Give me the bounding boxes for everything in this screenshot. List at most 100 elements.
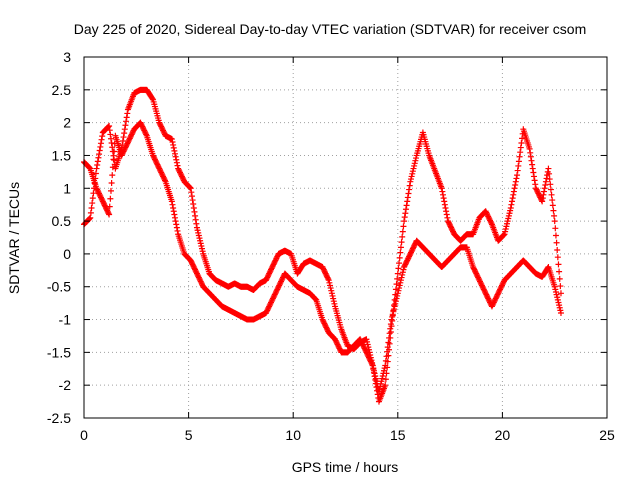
data-point	[401, 218, 408, 225]
data-point	[393, 281, 400, 288]
plot-frame	[83, 56, 608, 419]
chart-title: Day 225 of 2020, Sidereal Day-to-day VTE…	[74, 21, 587, 37]
data-point	[377, 383, 384, 390]
data-point	[157, 168, 164, 175]
data-point	[90, 190, 97, 197]
data-point	[449, 227, 456, 234]
data-point	[95, 154, 102, 161]
data-point	[368, 359, 375, 366]
data-point	[161, 176, 168, 183]
data-point	[411, 162, 418, 169]
data-point	[482, 290, 489, 297]
data-point	[179, 174, 186, 181]
data-point	[365, 354, 372, 361]
y-tick-labels: -2.5 -2 -1.5 -1 -0.5 0 0.5 1 1.5 2 2.5 3	[47, 49, 71, 426]
data-point	[550, 207, 557, 214]
data-point	[509, 198, 516, 205]
data-point	[357, 337, 364, 344]
data-point	[86, 164, 93, 171]
axis-ticks	[83, 56, 608, 419]
data-point	[192, 216, 199, 223]
data-point	[97, 143, 104, 150]
data-point	[312, 296, 319, 303]
data-point	[170, 141, 177, 148]
data-point	[123, 141, 130, 148]
data-point	[543, 175, 550, 182]
data-point	[158, 123, 165, 130]
data-point	[269, 296, 276, 303]
data-point	[501, 231, 508, 238]
data-point	[486, 298, 493, 305]
data-point	[495, 288, 502, 295]
data-point	[557, 283, 564, 290]
data-point	[88, 204, 95, 211]
data-point	[193, 269, 200, 276]
data-point	[510, 191, 517, 198]
data-point	[188, 189, 195, 196]
data-point	[374, 391, 381, 398]
data-point	[375, 388, 382, 395]
data-point	[499, 281, 506, 288]
data-point	[511, 185, 518, 192]
data-point	[519, 135, 526, 142]
data-point	[551, 218, 558, 225]
data-point	[170, 144, 177, 151]
data-point	[156, 119, 163, 126]
data-point	[271, 260, 278, 267]
data-point	[483, 291, 490, 298]
data-point	[268, 298, 275, 305]
data-point	[402, 261, 409, 268]
data-point	[394, 275, 401, 282]
data-point	[387, 329, 394, 336]
x-tick-label: 25	[599, 427, 615, 443]
data-point	[326, 279, 333, 286]
data-point	[159, 126, 166, 133]
data-point	[474, 273, 481, 280]
data-point	[551, 283, 558, 290]
data-point	[393, 295, 400, 302]
data-point	[372, 375, 379, 382]
data-point	[399, 269, 406, 276]
data-point	[441, 201, 448, 208]
data-point	[408, 173, 415, 180]
data-point	[400, 266, 407, 273]
data-point	[555, 261, 562, 268]
data-point	[530, 173, 537, 180]
data-point	[138, 122, 145, 129]
data-point	[324, 274, 331, 281]
data-point	[478, 282, 485, 289]
data-point	[94, 186, 101, 193]
y-tick-label: 1.5	[52, 147, 72, 163]
data-point	[405, 190, 412, 197]
data-point	[361, 345, 368, 352]
data-point	[190, 262, 197, 269]
data-point	[554, 246, 561, 253]
data-point	[379, 375, 386, 382]
data-point	[129, 128, 136, 135]
data-point	[87, 209, 94, 216]
x-tick-label: 5	[185, 427, 193, 443]
data-point	[498, 283, 505, 290]
data-point	[266, 270, 273, 277]
data-point	[384, 348, 391, 355]
data-point	[195, 274, 202, 281]
data-point	[266, 303, 273, 310]
data-point	[394, 290, 401, 297]
data-point	[128, 131, 135, 138]
data-point	[442, 204, 449, 211]
data-point	[394, 270, 401, 277]
data-point	[366, 355, 373, 362]
data-point	[399, 228, 406, 235]
data-point	[123, 114, 130, 121]
data-point	[487, 218, 494, 225]
data-point	[396, 254, 403, 261]
data-point	[478, 281, 485, 288]
data-point	[387, 325, 394, 332]
data-point	[557, 290, 564, 297]
data-point	[173, 159, 180, 166]
data-point	[105, 210, 112, 217]
data-point	[319, 316, 326, 323]
data-point	[160, 173, 167, 180]
data-point	[96, 151, 103, 158]
